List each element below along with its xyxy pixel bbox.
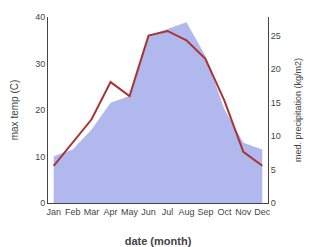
svg-text:Oct: Oct bbox=[217, 207, 232, 217]
svg-text:Jun: Jun bbox=[141, 207, 156, 217]
svg-text:20: 20 bbox=[35, 105, 45, 115]
svg-text:date (month): date (month) bbox=[125, 235, 192, 247]
svg-text:20: 20 bbox=[271, 64, 281, 74]
svg-text:Jan: Jan bbox=[46, 207, 61, 217]
svg-text:Aug: Aug bbox=[178, 207, 194, 217]
svg-text:med. precipitation (kg/m2): med. precipitation (kg/m2) bbox=[293, 58, 303, 162]
svg-text:0: 0 bbox=[40, 198, 45, 208]
svg-text:Sep: Sep bbox=[197, 207, 213, 217]
svg-text:10: 10 bbox=[271, 131, 281, 141]
svg-text:15: 15 bbox=[271, 98, 281, 108]
svg-text:Dec: Dec bbox=[254, 207, 271, 217]
svg-text:Apr: Apr bbox=[104, 207, 118, 217]
svg-text:5: 5 bbox=[271, 165, 276, 175]
svg-text:0: 0 bbox=[271, 198, 276, 208]
svg-text:Feb: Feb bbox=[65, 207, 81, 217]
svg-text:Jul: Jul bbox=[162, 207, 174, 217]
svg-text:Nov: Nov bbox=[235, 207, 252, 217]
svg-text:25: 25 bbox=[271, 31, 281, 41]
svg-text:30: 30 bbox=[35, 59, 45, 69]
svg-text:May: May bbox=[121, 207, 139, 217]
svg-text:max temp (C): max temp (C) bbox=[9, 80, 20, 141]
svg-text:40: 40 bbox=[35, 12, 45, 22]
svg-text:10: 10 bbox=[35, 152, 45, 162]
svg-text:Mar: Mar bbox=[84, 207, 100, 217]
